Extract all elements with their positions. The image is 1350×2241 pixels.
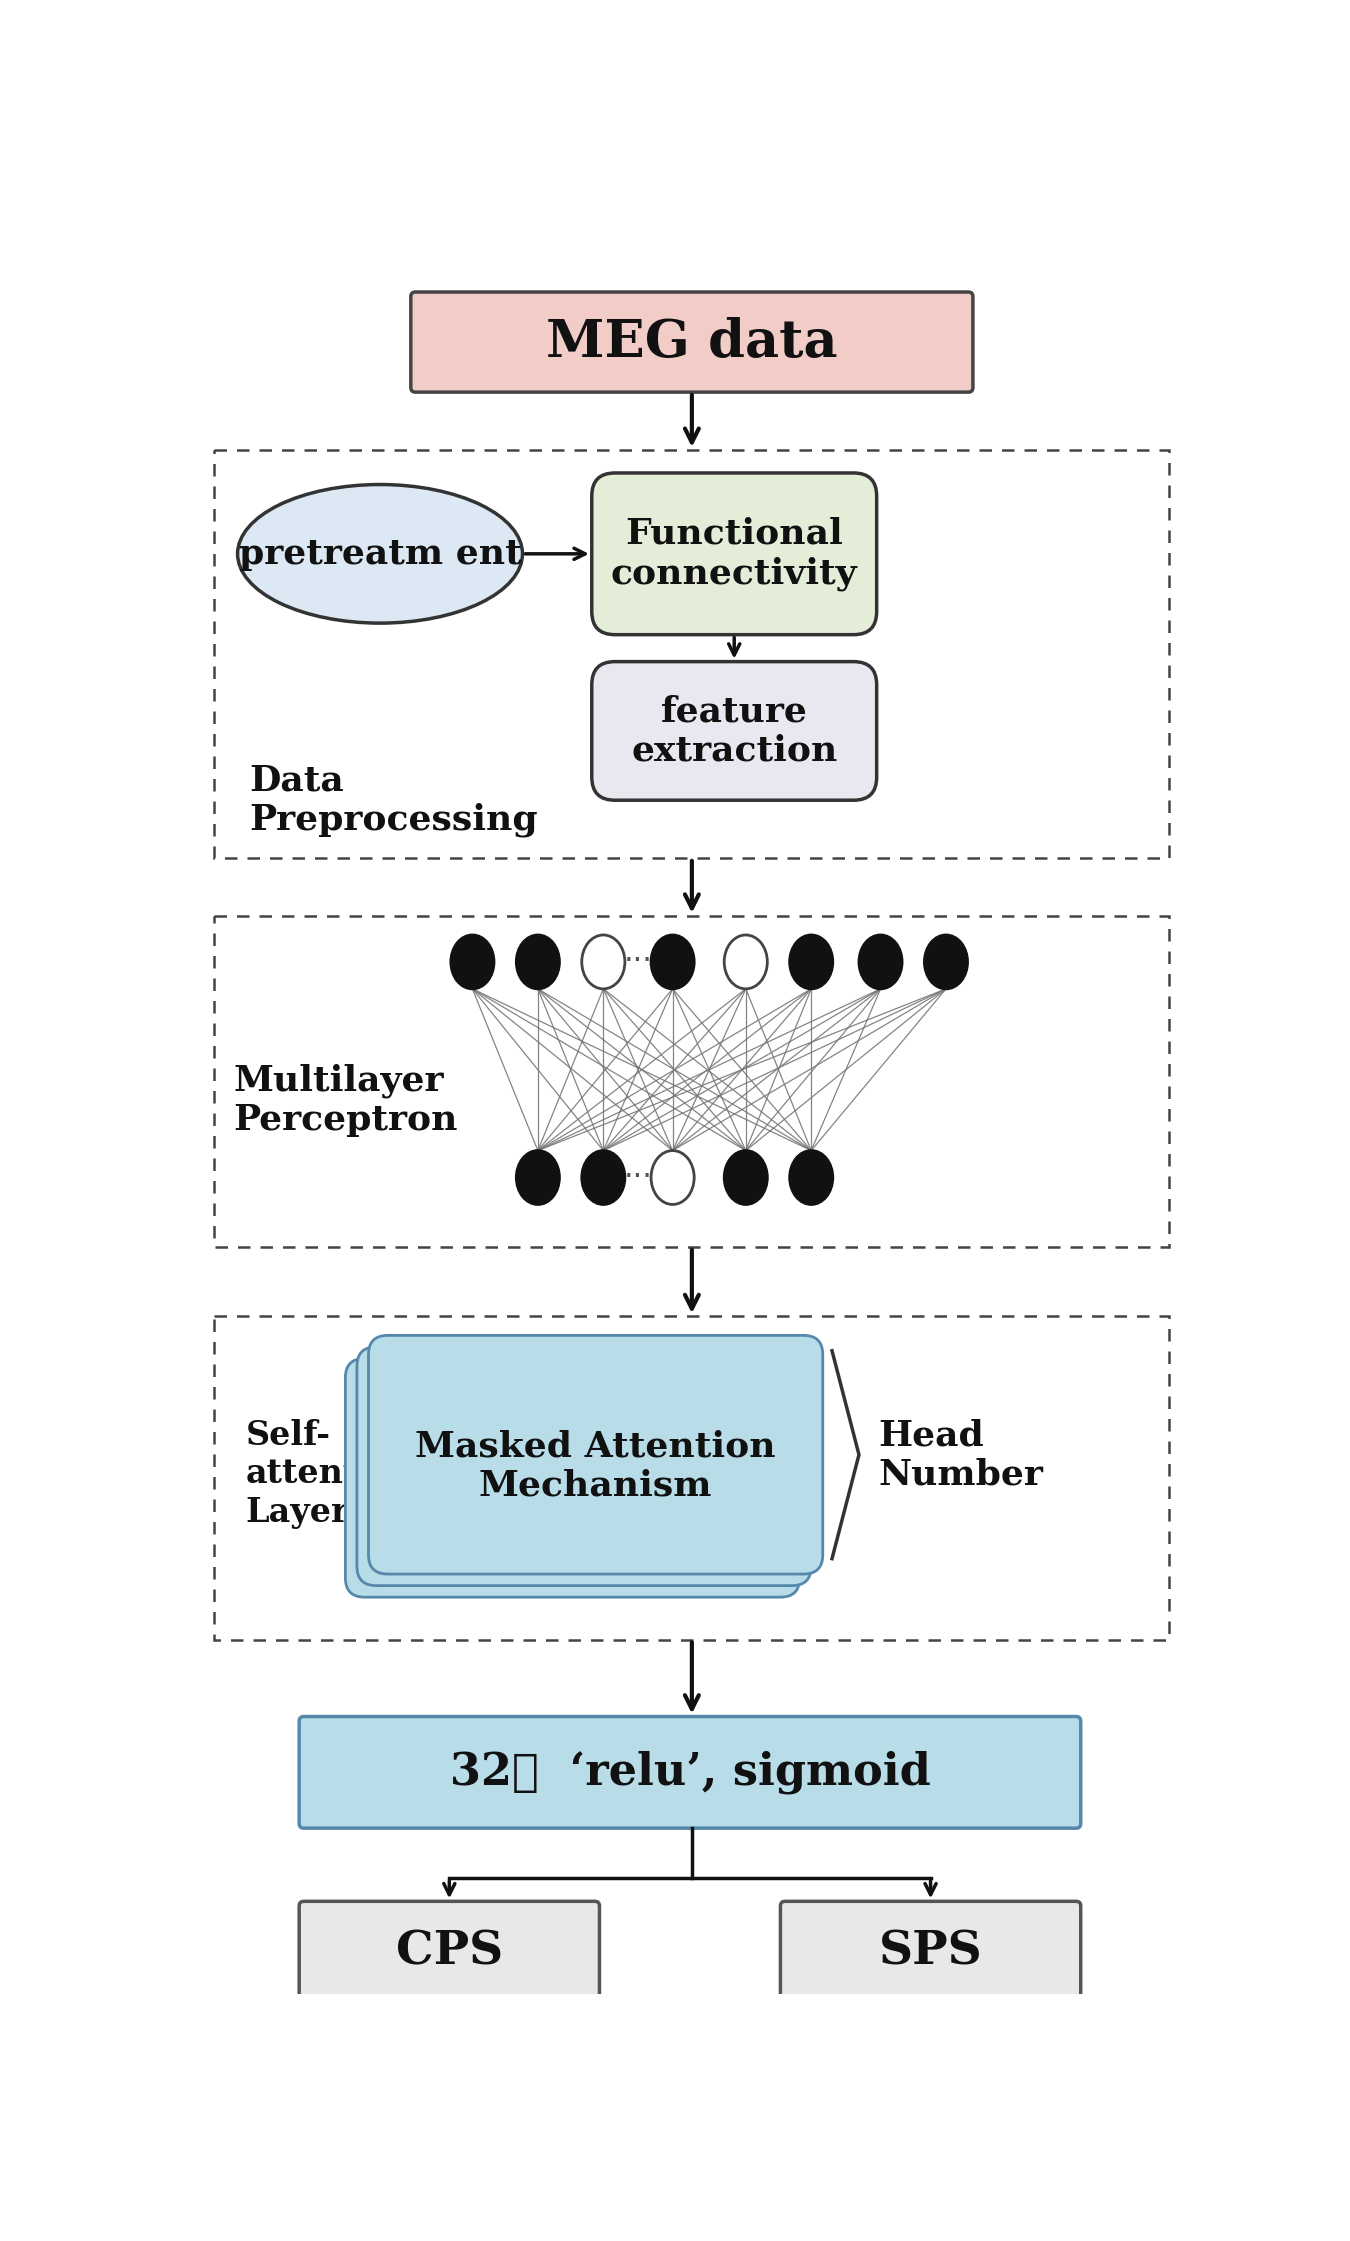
Text: ···: ···	[624, 948, 652, 977]
Ellipse shape	[582, 934, 625, 988]
Text: CPS: CPS	[396, 1927, 504, 1974]
Text: Multilayer
Perceptron: Multilayer Perceptron	[234, 1064, 458, 1138]
Text: pretreatm ent: pretreatm ent	[239, 538, 521, 571]
Ellipse shape	[724, 1150, 767, 1203]
Bar	[215, 917, 1169, 1246]
Ellipse shape	[859, 934, 902, 988]
Ellipse shape	[790, 934, 833, 988]
Text: 32，  ‘relu’, sigmoid: 32， ‘relu’, sigmoid	[450, 1750, 930, 1795]
FancyBboxPatch shape	[346, 1358, 799, 1598]
FancyBboxPatch shape	[369, 1336, 822, 1573]
FancyBboxPatch shape	[591, 661, 876, 800]
Text: Head
Number: Head Number	[879, 1419, 1044, 1493]
Ellipse shape	[516, 934, 559, 988]
Text: Masked Attention
Mechanism: Masked Attention Mechanism	[416, 1430, 776, 1504]
Ellipse shape	[651, 1150, 694, 1203]
Ellipse shape	[925, 934, 968, 988]
Bar	[215, 450, 1169, 858]
Ellipse shape	[582, 1150, 625, 1203]
FancyBboxPatch shape	[780, 1900, 1081, 2001]
Text: feature
extraction: feature extraction	[630, 695, 837, 769]
Ellipse shape	[724, 934, 767, 988]
FancyBboxPatch shape	[300, 1900, 599, 2001]
Ellipse shape	[451, 934, 494, 988]
FancyBboxPatch shape	[591, 473, 876, 634]
Bar	[215, 1315, 1169, 1640]
Text: SPS: SPS	[879, 1927, 983, 1974]
FancyBboxPatch shape	[300, 1717, 1081, 1829]
Text: MEG data: MEG data	[545, 316, 838, 368]
Text: ···: ···	[624, 1163, 652, 1192]
Text: Data
Preprocessing: Data Preprocessing	[250, 764, 537, 838]
FancyBboxPatch shape	[356, 1347, 811, 1587]
Ellipse shape	[516, 1150, 559, 1203]
Text: Functional
connectivity: Functional connectivity	[612, 518, 857, 592]
Text: Self-
attention
Layer: Self- attention Layer	[246, 1419, 417, 1528]
Ellipse shape	[238, 484, 522, 623]
Ellipse shape	[651, 934, 694, 988]
Ellipse shape	[790, 1150, 833, 1203]
FancyBboxPatch shape	[410, 291, 973, 392]
